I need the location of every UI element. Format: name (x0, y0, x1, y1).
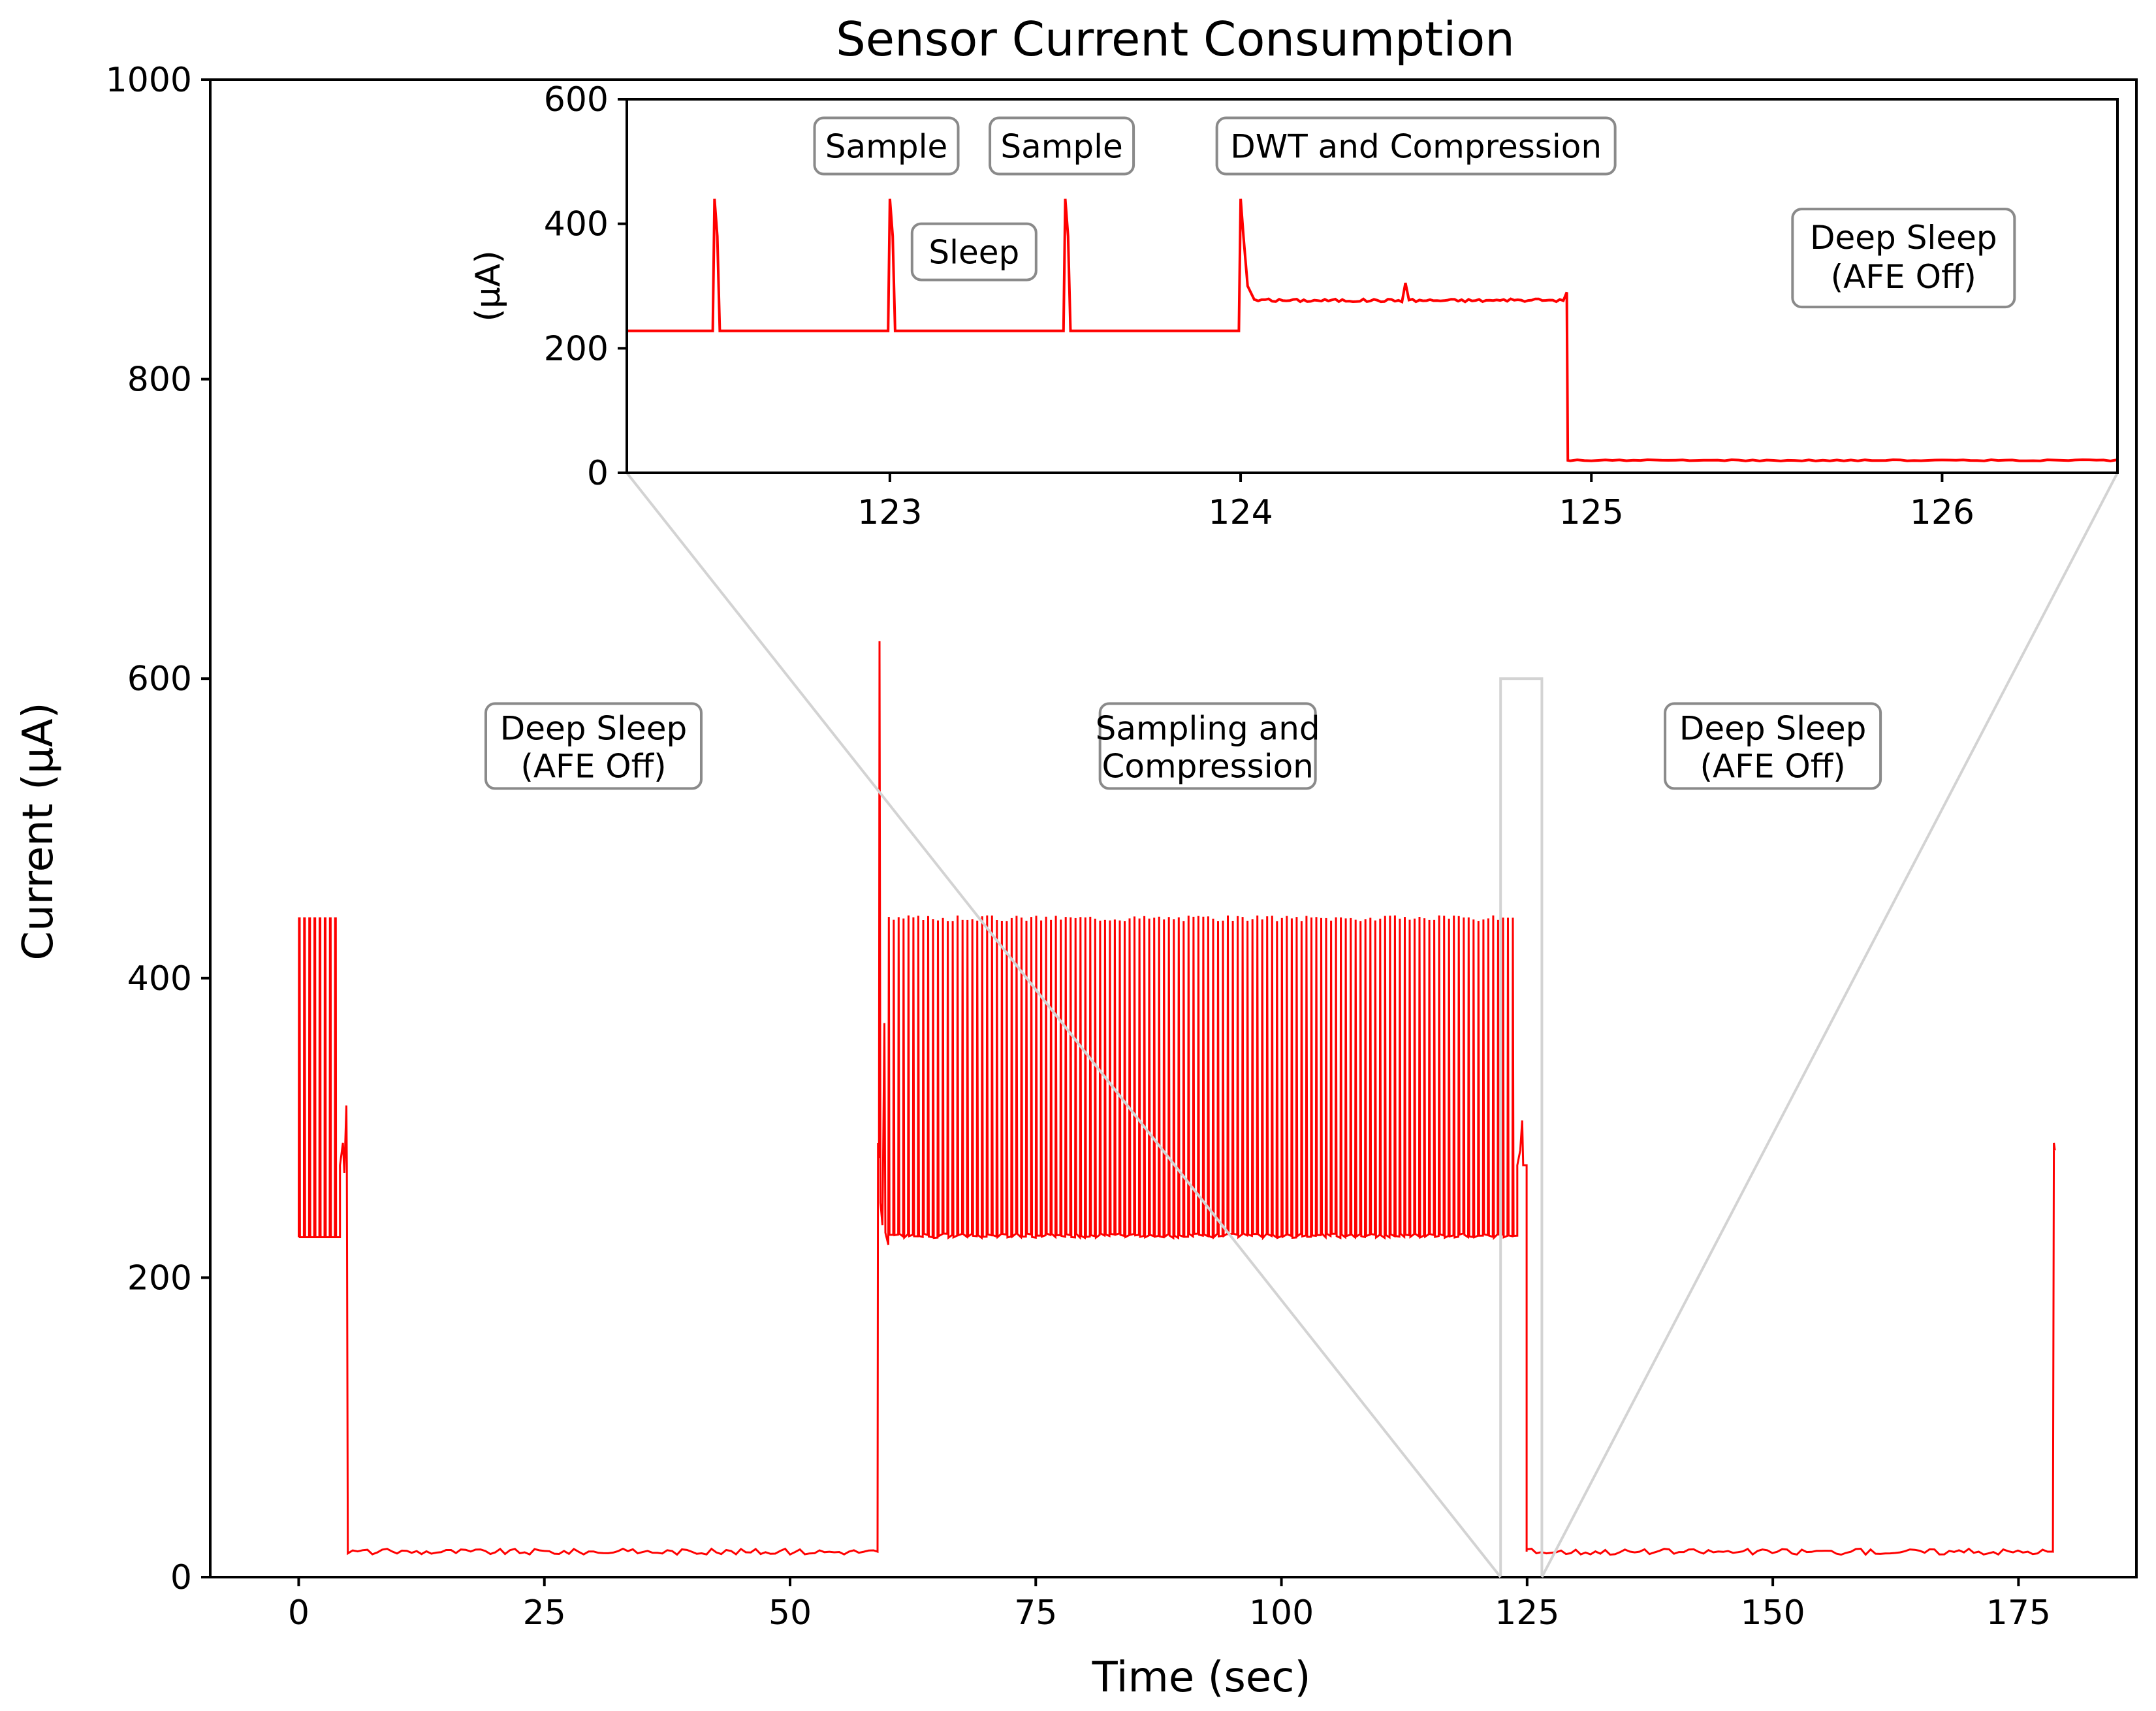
inset-annotation-text: Deep Sleep (1810, 219, 1997, 257)
x-tick-label: 150 (1740, 1593, 1805, 1633)
inset-axes-frame (626, 98, 2119, 474)
y-tick-label: 0 (170, 1558, 192, 1597)
inset-annotation-text: DWT and Compression (1230, 128, 1602, 166)
inset-y-tick-label: 600 (544, 80, 609, 120)
y-axis-label: Current (μA) (14, 702, 63, 960)
inset-x-tick-label: 123 (857, 493, 922, 532)
inset-annotation-text: (AFE Off) (1831, 258, 1976, 296)
y-tick-label: 400 (127, 959, 192, 999)
x-tick-label: 0 (288, 1593, 309, 1633)
annotation-line-2: (AFE Off) (520, 747, 666, 785)
x-tick-label: 25 (523, 1593, 566, 1633)
annotation-line-1: Deep Sleep (1679, 709, 1867, 747)
annotation-box (1664, 702, 1882, 790)
zoom-connector-right (1540, 472, 2119, 1578)
x-tick-label: 75 (1014, 1593, 1057, 1633)
inset-annotation-text: Sleep (928, 234, 1019, 272)
x-tick-label: 100 (1249, 1593, 1314, 1633)
y-tick-label: 200 (127, 1258, 192, 1298)
inset-y-tick-label: 0 (587, 454, 609, 493)
annotation-box (484, 702, 703, 790)
inset-annotation-box (813, 116, 960, 176)
inset-annotation-box (1791, 208, 2016, 309)
main-axes-frame (209, 78, 2138, 1578)
annotation-line-2: (AFE Off) (1700, 747, 1845, 785)
current-series-line (298, 641, 2056, 1556)
x-axis-label: Time (sec) (1092, 1654, 1311, 1702)
inset-y-axis-label: (μA) (469, 250, 508, 321)
inset-annotation-box (910, 222, 1038, 281)
inset-annotation-text: Sample (825, 128, 947, 166)
inset-x-tick-label: 126 (1910, 493, 1974, 532)
y-tick-label: 600 (127, 660, 192, 699)
annotation-line-1: Deep Sleep (500, 709, 688, 747)
inset-x-tick-label: 125 (1559, 493, 1624, 532)
chart-title: Sensor Current Consumption (836, 12, 1515, 67)
x-tick-label: 125 (1495, 1593, 1559, 1633)
y-tick-label: 1000 (106, 61, 192, 100)
inset-annotation-box (1215, 116, 1617, 176)
inset-y-tick-label: 400 (544, 205, 609, 244)
zoom-connector-left (626, 472, 1502, 1578)
inset-series-line (627, 199, 2119, 462)
y-tick-label: 800 (127, 360, 192, 400)
inset-plot: Sample Sample DWT and Compression Sleep Deep… (469, 80, 2119, 1578)
inset-x-tick-label: 124 (1208, 493, 1273, 532)
annotation-line-2: Compression (1102, 747, 1313, 785)
x-tick-label: 175 (1986, 1593, 2051, 1633)
inset-y-tick-label: 200 (544, 329, 609, 368)
annotation-box (1098, 702, 1317, 790)
annotation-line-1: Sampling and (1096, 709, 1320, 747)
x-tick-label: 50 (769, 1593, 812, 1633)
inset-annotation-box (989, 116, 1135, 176)
inset-annotation-text: Sample (1000, 128, 1122, 166)
main-plot: Deep Sleep(AFE Off)Sampling andCompressi… (106, 61, 2138, 1633)
